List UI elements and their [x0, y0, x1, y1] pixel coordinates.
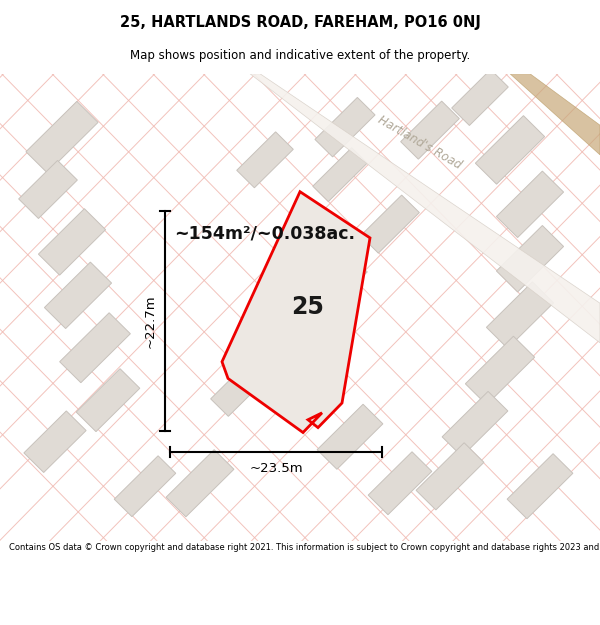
Polygon shape: [44, 262, 112, 329]
Polygon shape: [466, 336, 535, 405]
Polygon shape: [401, 101, 460, 159]
Text: ~154m²/~0.038ac.: ~154m²/~0.038ac.: [175, 225, 355, 243]
Text: ~22.7m: ~22.7m: [144, 294, 157, 348]
Polygon shape: [487, 282, 554, 348]
Polygon shape: [510, 74, 600, 155]
Polygon shape: [211, 358, 269, 416]
Polygon shape: [507, 454, 573, 519]
Polygon shape: [24, 411, 86, 472]
Polygon shape: [361, 195, 419, 253]
Text: Contains OS data © Crown copyright and database right 2021. This information is : Contains OS data © Crown copyright and d…: [9, 543, 600, 552]
Polygon shape: [475, 116, 545, 184]
Polygon shape: [452, 69, 508, 126]
Polygon shape: [442, 391, 508, 456]
Polygon shape: [416, 442, 484, 510]
Polygon shape: [237, 132, 293, 188]
Text: 25: 25: [292, 295, 325, 319]
Polygon shape: [315, 98, 375, 157]
Text: Hartland's Road: Hartland's Road: [376, 114, 464, 172]
Text: ~23.5m: ~23.5m: [249, 462, 303, 475]
Polygon shape: [313, 256, 367, 311]
Polygon shape: [38, 209, 106, 275]
Polygon shape: [59, 312, 130, 382]
Polygon shape: [496, 171, 563, 238]
Polygon shape: [263, 306, 317, 360]
Polygon shape: [222, 192, 370, 432]
Polygon shape: [114, 456, 176, 517]
Text: 25, HARTLANDS ROAD, FAREHAM, PO16 0NJ: 25, HARTLANDS ROAD, FAREHAM, PO16 0NJ: [119, 14, 481, 29]
Polygon shape: [496, 226, 563, 292]
Polygon shape: [166, 449, 234, 517]
Polygon shape: [26, 101, 98, 172]
Text: Map shows position and indicative extent of the property.: Map shows position and indicative extent…: [130, 49, 470, 62]
Polygon shape: [317, 404, 383, 469]
Polygon shape: [313, 148, 367, 202]
Polygon shape: [76, 369, 140, 432]
Polygon shape: [250, 74, 600, 343]
Polygon shape: [19, 161, 77, 219]
Polygon shape: [368, 452, 432, 515]
